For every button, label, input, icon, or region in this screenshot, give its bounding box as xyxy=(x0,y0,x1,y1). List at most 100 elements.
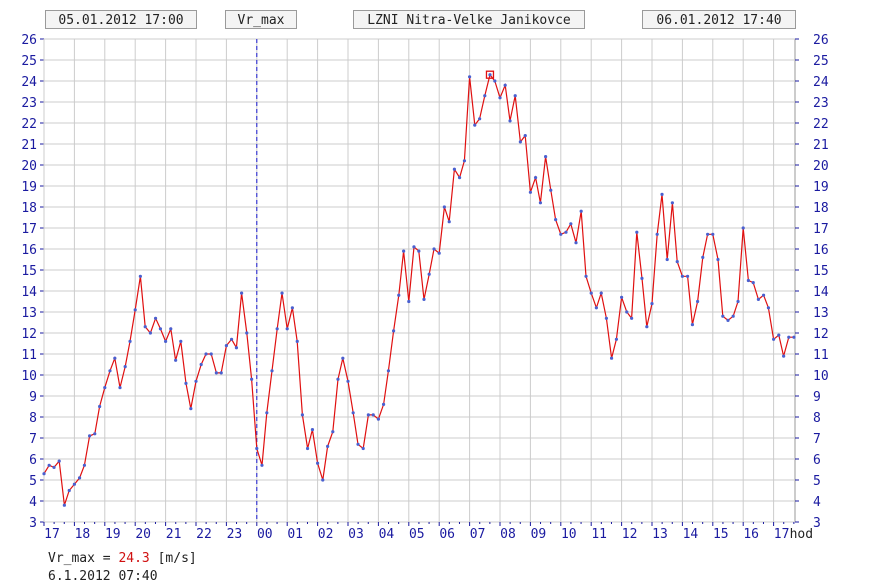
y-tick-label-right: 22 xyxy=(813,117,829,132)
data-point xyxy=(731,314,735,318)
x-unit-label: hod xyxy=(790,527,813,542)
y-tick-label-left: 26 xyxy=(21,33,37,48)
x-tick-label: 15 xyxy=(713,527,729,542)
data-point xyxy=(690,323,695,327)
data-point xyxy=(741,226,745,230)
data-point xyxy=(72,482,76,486)
data-point xyxy=(609,356,614,360)
y-tick-label-left: 7 xyxy=(29,432,37,447)
data-point xyxy=(386,369,391,373)
x-tick-label: 10 xyxy=(561,527,577,542)
data-point xyxy=(457,176,462,180)
y-tick-label-left: 9 xyxy=(29,390,37,405)
data-point xyxy=(549,188,553,192)
y-tick-label-left: 11 xyxy=(21,348,37,363)
x-tick-label: 12 xyxy=(622,527,638,542)
data-point xyxy=(503,83,507,87)
data-point xyxy=(518,140,522,144)
y-tick-label-left: 18 xyxy=(21,201,37,216)
data-point xyxy=(721,314,725,318)
y-tick-label-right: 25 xyxy=(813,54,829,69)
data-point xyxy=(290,306,294,310)
data-point xyxy=(336,377,340,381)
data-point xyxy=(280,291,284,295)
y-tick-label-left: 24 xyxy=(21,75,37,90)
data-point xyxy=(260,463,264,467)
data-point xyxy=(305,446,310,451)
end-time-box: 06.01.2012 17:40 xyxy=(642,10,796,29)
data-point xyxy=(716,257,720,262)
data-point xyxy=(392,329,396,333)
y-tick-label-right: 13 xyxy=(813,306,829,321)
data-point xyxy=(544,155,548,159)
data-point xyxy=(331,430,335,434)
x-tick-label: 21 xyxy=(166,527,182,542)
x-tick-label: 13 xyxy=(652,527,668,542)
data-point xyxy=(204,352,208,356)
y-tick-label-right: 11 xyxy=(813,348,829,363)
data-point xyxy=(589,291,593,295)
data-point xyxy=(640,276,644,280)
y-tick-label-left: 13 xyxy=(21,306,37,321)
data-point xyxy=(209,352,213,356)
data-point xyxy=(437,251,441,255)
x-tick-label: 23 xyxy=(227,527,243,542)
data-point xyxy=(417,249,421,253)
data-point xyxy=(158,327,163,331)
data-point xyxy=(579,209,583,213)
y-tick-label-right: 17 xyxy=(813,222,829,237)
data-point xyxy=(625,310,629,314)
data-point xyxy=(594,306,598,310)
y-tick-label-left: 12 xyxy=(21,327,37,342)
data-point xyxy=(792,335,796,339)
data-point xyxy=(169,327,173,331)
data-point xyxy=(275,327,279,331)
y-tick-label-left: 16 xyxy=(21,243,37,258)
data-point xyxy=(179,339,183,343)
data-point xyxy=(407,299,411,304)
data-point xyxy=(214,371,218,375)
data-point xyxy=(488,73,492,77)
data-point xyxy=(726,318,730,322)
data-point xyxy=(782,354,786,358)
data-point xyxy=(574,241,578,245)
data-point xyxy=(234,346,239,350)
data-point xyxy=(341,356,345,360)
x-tick-label: 03 xyxy=(348,527,364,542)
data-point xyxy=(412,245,416,249)
data-point xyxy=(680,274,685,278)
data-point xyxy=(711,232,715,236)
data-point xyxy=(447,220,451,224)
data-point xyxy=(777,333,781,337)
data-point xyxy=(766,306,771,310)
data-point xyxy=(326,444,330,448)
data-point xyxy=(655,232,659,236)
data-point xyxy=(381,402,386,406)
y-tick-label-left: 3 xyxy=(29,516,37,531)
max-value-marker xyxy=(485,70,495,79)
data-point xyxy=(564,230,568,234)
data-point xyxy=(584,274,588,278)
data-point xyxy=(229,337,234,341)
data-point xyxy=(746,278,750,283)
data-point xyxy=(696,299,700,304)
data-point xyxy=(493,79,497,83)
data-point xyxy=(118,386,122,390)
readout-line: Vr_max = 24.3 [m/s] xyxy=(48,551,197,566)
y-tick-label-right: 3 xyxy=(813,516,821,531)
data-point xyxy=(473,123,477,127)
y-tick-label-left: 5 xyxy=(29,474,37,489)
data-point xyxy=(356,442,360,446)
data-point xyxy=(462,159,467,163)
y-tick-label-right: 6 xyxy=(813,453,821,468)
y-tick-label-right: 26 xyxy=(813,33,829,48)
data-point xyxy=(123,365,127,369)
data-point xyxy=(265,411,269,415)
y-tick-label-right: 7 xyxy=(813,432,821,447)
y-tick-label-left: 8 xyxy=(29,411,37,426)
data-point xyxy=(604,316,609,320)
data-point xyxy=(538,201,543,205)
data-point xyxy=(645,325,649,329)
data-point xyxy=(523,134,527,138)
